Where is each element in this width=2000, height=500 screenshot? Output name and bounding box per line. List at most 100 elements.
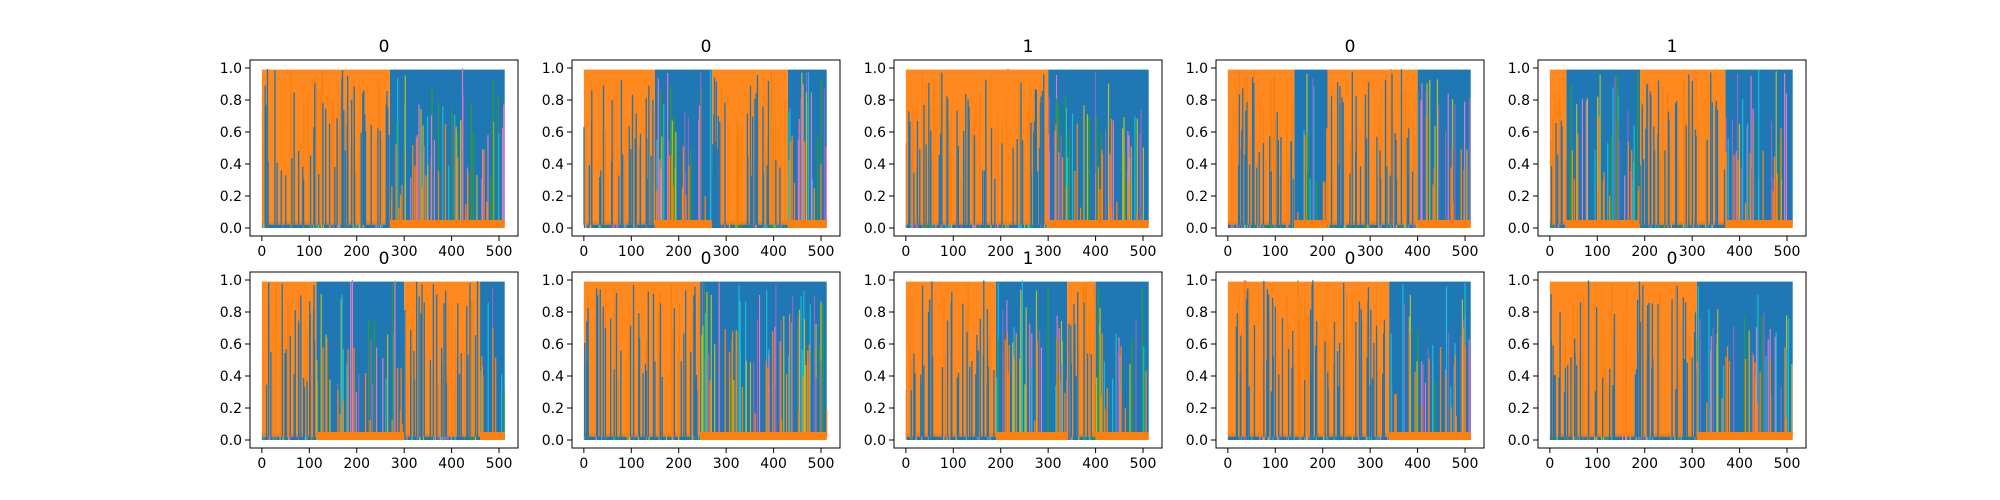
plot-area	[583, 69, 827, 228]
y-tick-label: 0.2	[542, 189, 564, 205]
subplot-2: 0 100 200 300 400 500 0.0 0.2 0.4 0.6 0.8 1.0 0	[542, 37, 841, 260]
y-tick-label: 0.4	[542, 157, 564, 173]
x-tick-label: 300	[1357, 456, 1384, 472]
series-orange-low-segment	[1696, 432, 1793, 440]
x-tick-label: 0	[1545, 456, 1554, 472]
x-tick-label: 100	[1584, 456, 1611, 472]
series-orange-low-segment	[316, 432, 405, 440]
x-tick-label: 300	[1679, 456, 1706, 472]
x-tick-label: 0	[901, 456, 910, 472]
plot-area	[1227, 280, 1471, 440]
y-tick-label: 0.2	[864, 401, 886, 417]
series-blue-low-segment	[905, 221, 1049, 228]
y-tick-label: 0.8	[220, 93, 242, 109]
x-tick-label: 200	[1631, 456, 1658, 472]
y-tick-label: 0.2	[1186, 401, 1208, 417]
x-tick-label: 300	[713, 244, 740, 260]
axes-frame	[571, 271, 841, 449]
subplot-title: 0	[379, 37, 390, 57]
x-tick-label: 200	[343, 244, 370, 260]
y-tick-label: 0.0	[1508, 433, 1530, 449]
x-tick-label: 400	[1726, 244, 1753, 260]
x-tick-label: 300	[1357, 244, 1384, 260]
x-tick-label: 500	[808, 244, 835, 260]
plot-area	[1549, 69, 1793, 228]
x-tick-label: 100	[296, 456, 323, 472]
y-tick-label: 0.4	[1186, 369, 1208, 385]
series-orange-high-segment	[261, 281, 317, 437]
axes-frame	[571, 59, 841, 237]
x-tick-label: 400	[760, 244, 787, 260]
y-tick-label: 0.0	[864, 221, 886, 237]
y-tick-label: 0.2	[864, 189, 886, 205]
x-tick-label: 500	[1130, 456, 1157, 472]
x-tick-label: 0	[257, 456, 266, 472]
x-tick-label: 400	[1082, 456, 1109, 472]
series-orange-low-segment	[1417, 220, 1471, 228]
series-orange-low-segment	[787, 220, 827, 228]
x-tick-label: 200	[1309, 456, 1336, 472]
x-tick-label: 400	[1082, 244, 1109, 260]
x-tick-label: 200	[1309, 244, 1336, 260]
subplot-7: 0 100 200 300 400 500 0.0 0.2 0.4 0.6 0.8 1.0 0	[542, 249, 841, 472]
y-tick-label: 0.6	[1508, 125, 1530, 141]
subplot-title: 0	[1345, 37, 1356, 57]
subplot-4: 0 100 200 300 400 500 0.0 0.2 0.4 0.6 0.8 1.0 0	[1186, 37, 1485, 260]
y-tick-label: 0.6	[1186, 337, 1208, 353]
series-orange-low-segment	[995, 432, 1068, 440]
subplot-8: 0 100 200 300 400 500 0.0 0.2 0.4 0.6 0.8 1.0 1	[864, 249, 1163, 472]
subplot-title: 0	[701, 249, 712, 269]
plot-area	[905, 280, 1149, 440]
axes-frame	[1537, 271, 1807, 449]
y-tick-label: 1.0	[220, 61, 242, 77]
y-tick-label: 0.4	[542, 369, 564, 385]
series-blue-high-segment	[1294, 69, 1328, 225]
subplot-5: 0 100 200 300 400 500 0.0 0.2 0.4 0.6 0.8 1.0 1	[1508, 37, 1807, 260]
y-tick-label: 0.0	[864, 433, 886, 449]
y-tick-label: 0.6	[1508, 337, 1530, 353]
y-tick-label: 0.8	[542, 93, 564, 109]
y-tick-label: 0.8	[864, 93, 886, 109]
x-tick-label: 400	[760, 456, 787, 472]
x-tick-label: 400	[1404, 456, 1431, 472]
x-tick-label: 0	[257, 244, 266, 260]
plot-area	[261, 68, 505, 228]
y-tick-label: 0.4	[220, 157, 242, 173]
x-tick-label: 200	[1631, 244, 1658, 260]
series-blue-low-segment	[1639, 221, 1726, 228]
axes-frame	[1215, 271, 1485, 449]
y-tick-label: 0.8	[1508, 93, 1530, 109]
x-tick-label: 0	[1223, 244, 1232, 260]
series-blue-low-segment	[1327, 221, 1418, 228]
y-tick-label: 0.0	[542, 433, 564, 449]
subplot-10: 0 100 200 300 400 500 0.0 0.2 0.4 0.6 0.8 1.0 0	[1508, 249, 1807, 472]
y-tick-label: 0.2	[542, 401, 564, 417]
y-tick-label: 0.8	[1186, 305, 1208, 321]
y-tick-label: 0.2	[1186, 189, 1208, 205]
x-tick-label: 300	[391, 244, 418, 260]
axes-frame	[249, 271, 519, 449]
x-tick-label: 0	[579, 244, 588, 260]
series-blue-high-segment	[316, 281, 405, 437]
subplot-title: 0	[1667, 249, 1678, 269]
axes-frame	[893, 271, 1163, 449]
plot-area	[905, 68, 1149, 228]
y-tick-label: 0.0	[542, 221, 564, 237]
subplot-title: 0	[701, 37, 712, 57]
plot-area	[1227, 69, 1471, 228]
subplot-3: 0 100 200 300 400 500 0.0 0.2 0.4 0.6 0.8 1.0 1	[864, 37, 1163, 260]
x-tick-label: 200	[665, 244, 692, 260]
x-tick-label: 100	[940, 456, 967, 472]
y-tick-label: 0.2	[1508, 189, 1530, 205]
y-tick-label: 1.0	[1508, 61, 1530, 77]
axes-frame	[249, 59, 519, 237]
y-tick-label: 0.4	[1508, 369, 1530, 385]
y-tick-label: 0.4	[220, 369, 242, 385]
y-tick-label: 0.6	[542, 337, 564, 353]
y-tick-label: 0.6	[220, 125, 242, 141]
series-blue-high-segment	[1389, 281, 1471, 437]
subplot-title: 0	[1345, 249, 1356, 269]
x-tick-label: 100	[940, 244, 967, 260]
y-tick-label: 0.6	[1186, 125, 1208, 141]
